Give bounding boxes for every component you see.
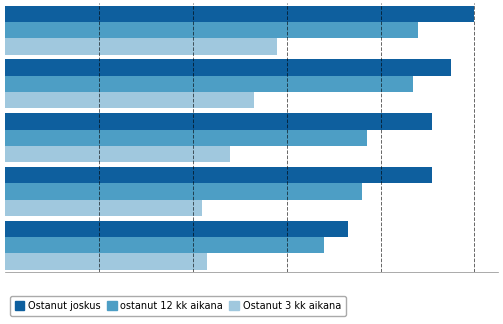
Bar [5, 59, 451, 76]
Bar [5, 76, 413, 92]
Bar [5, 253, 207, 270]
Bar [5, 6, 474, 22]
Legend: Ostanut joskus, ostanut 12 kk aikana, Ostanut 3 kk aikana: Ostanut joskus, ostanut 12 kk aikana, Os… [10, 296, 346, 316]
Bar [5, 92, 254, 109]
Bar [5, 200, 202, 216]
Bar [5, 22, 418, 38]
Bar [5, 237, 324, 253]
Bar [5, 221, 348, 237]
Bar [5, 130, 367, 146]
Bar [5, 113, 432, 130]
Bar [5, 146, 230, 162]
Bar [5, 183, 362, 200]
Bar [5, 38, 277, 55]
Bar [5, 167, 432, 183]
